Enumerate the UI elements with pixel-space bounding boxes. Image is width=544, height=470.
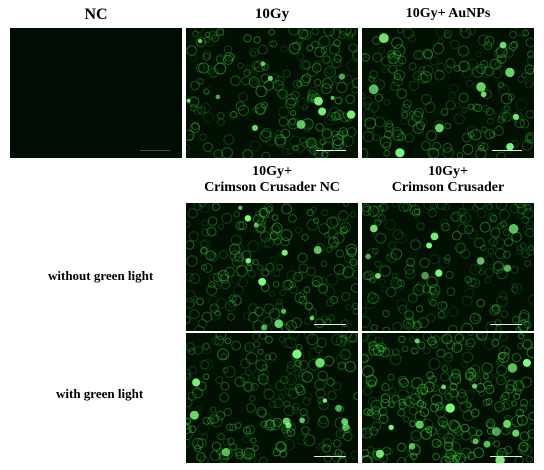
- header-10gy-crimson-line2: Crimson Crusader: [391, 180, 505, 196]
- cell-texture: [362, 203, 534, 331]
- micrograph-crimson-nc-with-light: [186, 333, 358, 463]
- cell-texture: [186, 28, 358, 158]
- cell-texture: [186, 203, 358, 331]
- micrograph-crimson-with-light: [362, 333, 534, 463]
- row-label-with-green-light: with green light: [56, 386, 144, 401]
- micrograph-nc: [10, 28, 182, 158]
- header-10gy-aunps: 10Gy+ AuNPs: [405, 6, 491, 21]
- header-nc: NC: [84, 6, 108, 23]
- micrograph-crimson-nc-without-light: [186, 203, 358, 331]
- cell-texture: [186, 333, 358, 463]
- micrograph-crimson-without-light: [362, 203, 534, 331]
- micrograph-10gy: [186, 28, 358, 158]
- header-10gy-crimson: 10Gy+ Crimson Crusader: [362, 164, 534, 196]
- header-10gy-crimson-line1: 10Gy+: [428, 164, 468, 179]
- row-label-without-green-light: without green light: [48, 268, 154, 283]
- header-10gy-crimson-nc-line2: Crimson Crusader NC: [204, 180, 340, 196]
- header-10gy: 10Gy: [254, 6, 290, 22]
- micrograph-10gy-aunps: [362, 28, 534, 158]
- header-10gy-crimson-nc: 10Gy+ Crimson Crusader NC: [186, 164, 358, 196]
- cell-texture: [362, 28, 534, 158]
- cell-texture: [362, 333, 534, 463]
- header-10gy-crimson-nc-line1: 10Gy+: [252, 164, 292, 179]
